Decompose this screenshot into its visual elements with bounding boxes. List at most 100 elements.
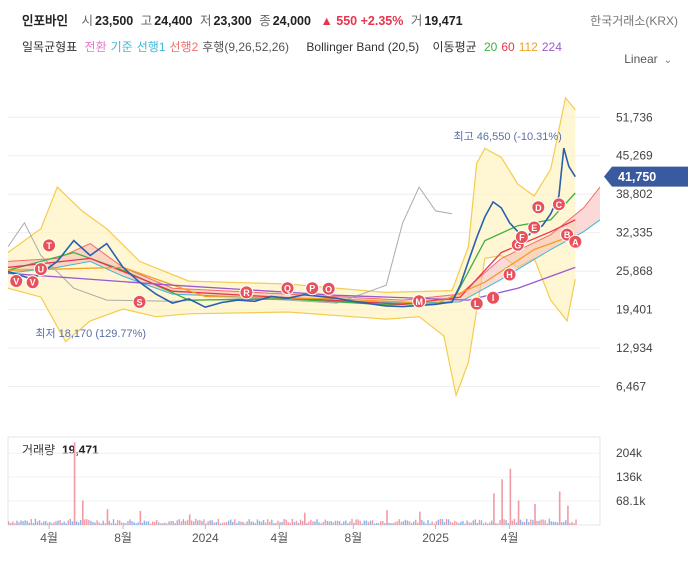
signal-marker-P: P [305,281,320,296]
volume-bar [145,521,148,525]
volume-bar [77,522,80,525]
volume-bar [281,522,283,525]
volume-bar [343,521,345,525]
volume-spike-bar [386,510,388,525]
signal-marker-circle [412,294,427,309]
volume-bar [102,520,104,525]
ichimoku-line-0: 전환 [84,40,107,54]
volume-bar [283,519,285,525]
volume-bar [174,522,176,525]
volume-bar [129,519,131,525]
volume-bar [166,523,168,525]
volume-bar [402,521,405,525]
volume-bar [230,519,232,525]
signal-marker-O: O [321,281,336,296]
signal-marker-label: H [506,270,513,280]
max-price-annotation: 최고 46,550 (-10.31%) [454,130,562,143]
signal-marker-Q: Q [280,281,295,296]
volume-bar [262,519,265,525]
volume-bar [482,523,485,525]
volume-bar [190,520,193,525]
volume-bar [125,523,127,525]
volume-bar [373,523,376,525]
change-value: ▲ 550 +2.35% [320,14,404,28]
open-value: 23,500 [95,14,134,28]
volume-bar [460,521,462,525]
volume-bar [238,521,240,525]
volume-bar [242,521,244,525]
price-tick-label: 38,802 [616,187,653,201]
volume-bar [499,520,501,525]
time-tick-label: 4월 [40,531,58,545]
volume-bar [131,521,133,525]
ma-periods: 20 60 112 224 [484,40,566,54]
volume-title: 거래량 [22,443,55,457]
signal-marker-circle [469,296,484,311]
close-label: 종 [259,14,271,28]
volume-bar [277,520,279,525]
volume-spike-bar [493,493,495,525]
volume-panel: 거래량 19,471 204k 136k 68.1k [7,436,646,526]
volume-bar [308,521,310,525]
volume-bar [542,519,544,525]
bollinger-upper [7,96,576,294]
signal-marker-label: U [38,265,45,275]
volume-bar [334,520,337,525]
signal-marker-circle [25,275,40,290]
ma-period-60: 60 [501,40,515,54]
volume-bar [219,523,222,525]
volume-bar [538,520,540,525]
volume-bar [468,522,470,525]
volume-bar [489,522,491,525]
volume-title-value: 19,471 [62,443,99,457]
volume-bar [380,521,382,525]
volume-bar [382,520,384,525]
signal-marker-label: F [519,233,525,243]
volume-bar [526,518,528,525]
volume-bar [36,521,39,525]
volume-bar [528,522,530,525]
ma-period-224: 224 [541,40,562,54]
signal-marker-F: F [514,230,529,245]
lagging-span-line [7,186,453,304]
volume-bar [90,520,92,525]
ma-line-224 [7,266,576,301]
signal-marker-label: R [243,288,250,298]
price-axis: 6,467 12,934 19,401 25,868 32,335 38,802 45,26… [616,110,653,393]
volume-bar [371,520,374,525]
volume-bar [254,522,257,525]
low-value: 23,300 [213,14,252,28]
ma-name[interactable]: 이동평균 [432,40,477,54]
volume-bar [410,523,413,525]
volume-bar [203,519,205,525]
volume-bar [264,522,267,525]
signal-marker-label: O [325,284,332,294]
volume-bar [10,523,12,525]
volume-bar [505,520,507,525]
volume-bar [326,520,329,525]
volume-bar [170,520,172,525]
volume-bar [252,521,255,525]
signal-marker-V: V [9,274,24,289]
volume-bar [388,522,390,525]
volume-bar [433,523,435,525]
signal-marker-circle [514,230,529,245]
volume-bar [59,519,61,525]
volume-bar [456,521,458,525]
volume-bar [548,518,551,525]
ichimoku-lines: 전환 기준 선행1 선행2 후행(9,26,52,26) [85,40,294,54]
bollinger-name[interactable]: Bollinger Band (20,5) [306,40,420,54]
volume-bar [390,523,392,525]
volume-bar [565,520,567,525]
volume-bar [462,521,464,525]
signal-marker-circle [280,281,295,296]
volume-bar [297,522,300,525]
volume-bar [439,518,442,525]
ichimoku-name[interactable]: 일목균형표 [22,40,78,54]
volume-bar [217,518,220,525]
volume-bar [421,519,423,525]
volume-bar [295,520,298,525]
volume-bar [563,521,565,525]
scale-mode-select[interactable]: Linear ⌄ [624,52,672,66]
